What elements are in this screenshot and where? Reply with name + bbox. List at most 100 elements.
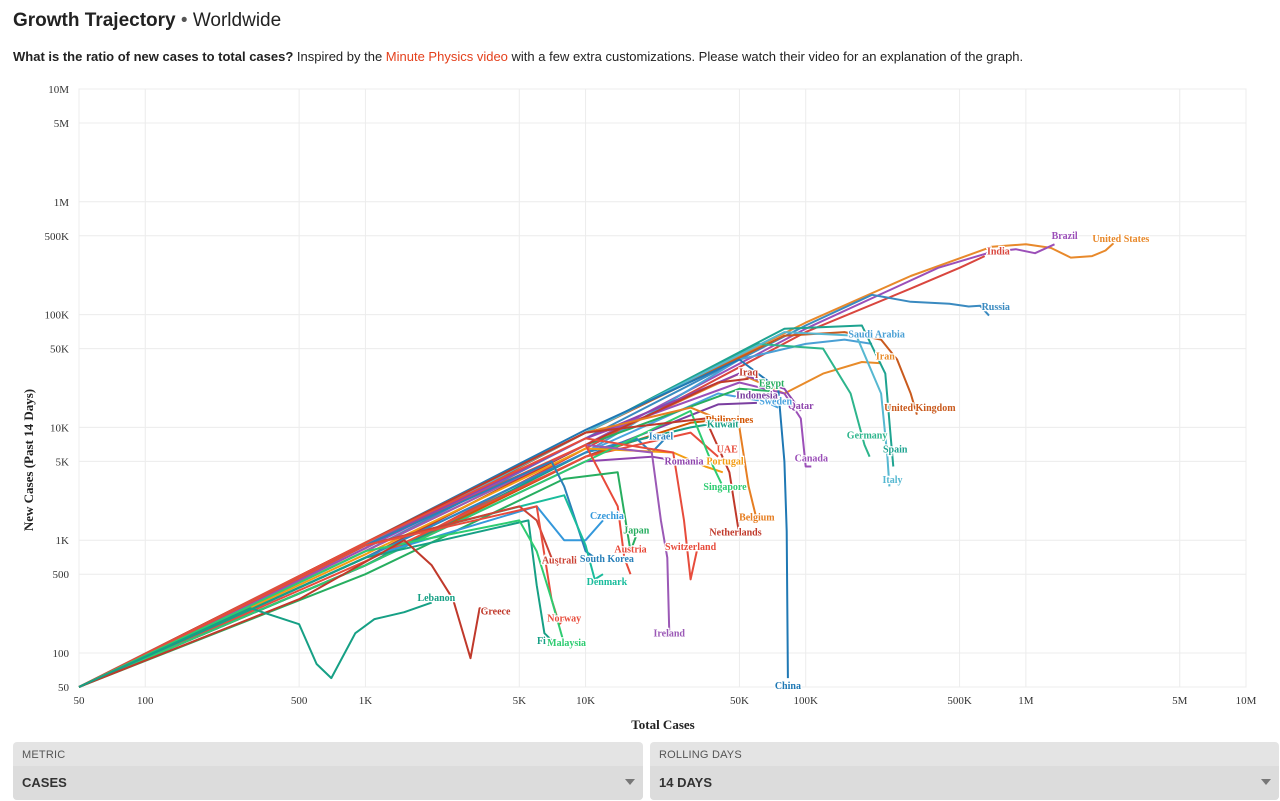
series-line-norway — [78, 505, 565, 688]
series-label: Canada — [795, 453, 828, 464]
page-title: Growth Trajectory • Worldwide — [13, 10, 281, 32]
y-tick-label: 100 — [53, 648, 70, 660]
series-line-finland — [78, 519, 553, 688]
x-tick-label: 10M — [1236, 695, 1257, 707]
x-tick-label: 5M — [1172, 695, 1188, 707]
intro-question: What is the ratio of new cases to total … — [13, 49, 294, 64]
intro-text: What is the ratio of new cases to total … — [13, 49, 1023, 64]
series-label: Singapore — [703, 482, 747, 493]
y-tick-label: 50K — [50, 344, 69, 356]
y-tick-label: 1K — [56, 535, 70, 547]
growth-chart: 50 100 500 1K 5K 10K 50K 100K 500K 1M 5M 10M 50 100 50… — [21, 84, 1257, 732]
rolling-days-label: ROLLING DAYS — [659, 749, 742, 761]
series-label: Brazil — [1052, 231, 1078, 242]
chart-series — [78, 242, 1115, 688]
series-label: Qatar — [788, 401, 814, 412]
title-text: Growth Trajectory — [13, 10, 176, 31]
series-label: Italy — [883, 475, 903, 486]
y-tick-label: 500 — [53, 569, 70, 581]
series-label: Ireland — [654, 629, 686, 640]
series-label: Japan — [623, 525, 650, 536]
series-label: South Korea — [580, 554, 634, 565]
series-line-portugal — [78, 447, 724, 688]
series-label: Indonesia — [736, 391, 778, 402]
series-line-malaysia — [78, 519, 566, 688]
series-label: Norway — [547, 614, 581, 625]
y-tick-label: 10K — [50, 422, 69, 434]
chart-series-labels: United States Brazil India Russia Saudi Arab… — [416, 230, 1150, 694]
metric-label: METRIC — [22, 749, 66, 761]
series-label: Spain — [883, 444, 908, 455]
rolling-days-value: 14 DAYS — [659, 775, 712, 790]
series-label: Iraq — [739, 367, 758, 378]
series-label: Australi — [542, 556, 577, 567]
series-line-japan — [78, 471, 638, 688]
chevron-down-icon — [625, 779, 635, 785]
rolling-days-select-field[interactable] — [650, 766, 1279, 800]
x-tick-label: 1M — [1018, 695, 1034, 707]
chevron-down-icon — [1261, 779, 1271, 785]
y-axis-label: New Cases (Past 14 Days) — [21, 389, 36, 531]
x-tick-label: 100K — [793, 695, 818, 707]
series-label: Greece — [481, 606, 511, 617]
series-label: Israel — [649, 432, 674, 443]
series-label: Philippines — [705, 415, 753, 426]
x-tick-label: 500 — [291, 695, 308, 707]
series-line-switzerland — [78, 437, 698, 688]
series-label: Fi — [537, 636, 546, 647]
plot-frame — [78, 88, 1247, 688]
x-tick-label: 10K — [576, 695, 595, 707]
x-tick-label: 100 — [137, 695, 154, 707]
series-line-greece — [78, 539, 494, 688]
series-label: UAE — [717, 444, 738, 455]
x-tick-label: 50K — [730, 695, 749, 707]
series-label: China — [775, 681, 801, 692]
series-label: Denmark — [587, 577, 628, 588]
metric-select[interactable]: METRIC CASES — [13, 742, 643, 800]
chart-grid — [78, 88, 1247, 688]
x-tick-label: 5K — [513, 695, 527, 707]
series-label: Egypt — [759, 379, 785, 390]
minute-physics-link[interactable]: Minute Physics video — [385, 49, 508, 64]
metric-value: CASES — [22, 775, 67, 790]
x-axis-label: Total Cases — [631, 717, 694, 732]
series-label: Portugal — [706, 456, 743, 467]
series-label: United Kingdom — [884, 403, 956, 414]
y-tick-label: 100K — [45, 310, 70, 322]
y-tick-label: 1M — [54, 197, 70, 209]
series-line-australia — [78, 505, 559, 688]
y-tick-label: 5K — [56, 456, 70, 468]
series-label: Germany — [847, 430, 888, 441]
x-tick-label: 1K — [359, 695, 373, 707]
series-label: Switzerland — [665, 542, 717, 553]
rolling-days-select[interactable]: ROLLING DAYS 14 DAYS — [650, 742, 1279, 800]
intro-before-link: Inspired by the — [293, 49, 386, 64]
series-label: Lebanon — [417, 593, 455, 604]
series-label: Malaysia — [547, 638, 586, 649]
title-separator: • — [180, 10, 188, 31]
series-label: Iran — [876, 352, 895, 363]
chart-ticks: 50 100 500 1K 5K 10K 50K 100K 500K 1M 5M 10M 50 100 50… — [45, 84, 1257, 707]
series-label: Kuwait — [707, 419, 739, 430]
y-tick-label: 10M — [48, 84, 69, 96]
y-tick-label: 500K — [45, 231, 70, 243]
series-label: Saudi Arabia — [848, 329, 904, 340]
metric-select-field[interactable] — [13, 766, 643, 800]
y-tick-label: 5M — [54, 118, 70, 130]
series-line-singapore — [78, 409, 724, 688]
series-line-uae — [78, 431, 719, 688]
x-tick-label: 50 — [74, 695, 86, 707]
series-label: Romania — [665, 456, 704, 467]
series-label: Belgium — [739, 512, 775, 523]
series-label: Sweden — [759, 396, 792, 407]
region-label: Worldwide — [192, 10, 282, 31]
x-tick-label: 500K — [947, 695, 972, 707]
series-label: Russia — [982, 302, 1010, 313]
series-line-lebanon — [78, 601, 433, 688]
intro-after-link: with a few extra customizations. Please … — [507, 49, 1024, 64]
y-tick-label: 50 — [58, 682, 70, 694]
series-label: Netherlands — [709, 528, 761, 539]
series-label: India — [987, 247, 1010, 258]
series-label: Austria — [614, 544, 646, 555]
series-label: Czechia — [590, 511, 624, 522]
